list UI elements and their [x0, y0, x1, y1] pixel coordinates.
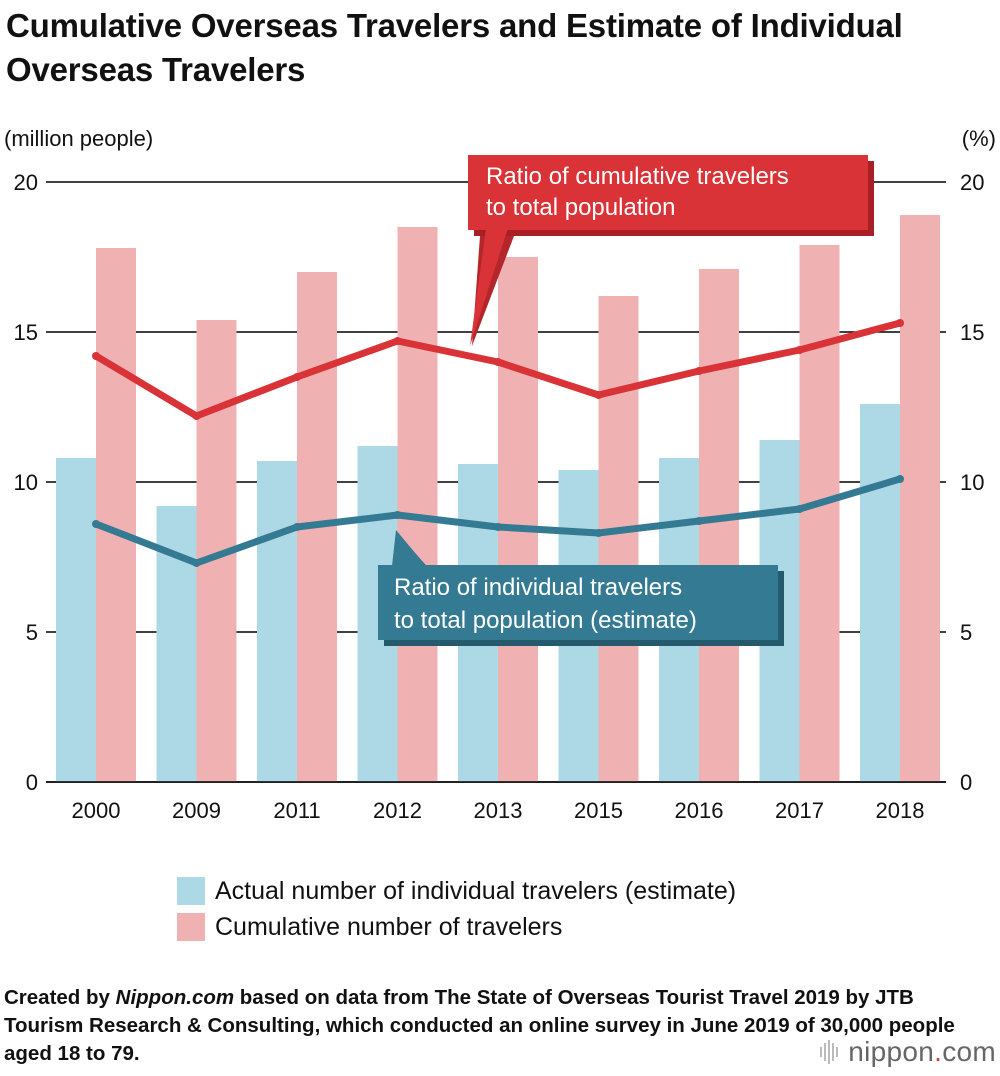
line-cumulative-ratio-point: [795, 346, 804, 354]
y-tick-left: 15: [14, 320, 38, 345]
callout-cumulative-box: [468, 155, 868, 230]
nippon-logo: nippon.com: [820, 1036, 996, 1068]
legend-swatch-cumulative: [177, 913, 205, 941]
source-note: Created by Nippon.com based on data from…: [4, 984, 994, 1068]
chart-plot: 0 5 10 15 20 0 5 10 15 20 2000 2009 2011 2012 2013 2015…: [14, 155, 984, 823]
source-prefix: Created by: [4, 986, 116, 1009]
callout-individual-line2: to total population (estimate): [394, 607, 697, 634]
bar-cumulative: [498, 257, 538, 782]
bar-cumulative: [699, 269, 739, 782]
y-tick-right: 0: [960, 770, 972, 795]
line-individual-ratio-point: [293, 523, 301, 531]
bar-cumulative: [799, 245, 840, 782]
bar-individual: [257, 461, 297, 782]
line-individual-ratio-point: [795, 505, 804, 513]
bar-individual: [860, 404, 900, 782]
bar-cumulative: [96, 248, 136, 782]
line-individual-ratio-point: [896, 475, 904, 483]
bar-cumulative: [900, 215, 940, 782]
x-tick-label: 2016: [675, 798, 724, 823]
callout-cumulative-line2: to total population: [486, 194, 675, 221]
callout-cumulative-line1: Ratio of cumulative travelers: [486, 163, 789, 190]
line-cumulative-ratio-point: [92, 352, 100, 360]
line-cumulative-ratio-point: [594, 391, 603, 399]
line-cumulative-ratio-point: [393, 337, 402, 345]
bar-cumulative: [598, 296, 639, 782]
x-tick-label: 2013: [474, 798, 523, 823]
legend-item-individual: Actual number of individual travelers (e…: [177, 873, 736, 909]
y-tick-left: 5: [26, 620, 38, 645]
logo-bars-icon: [820, 1040, 840, 1064]
y-tick-right: 15: [960, 320, 984, 345]
x-tick-label: 2009: [172, 798, 221, 823]
callout-individual-line1: Ratio of individual travelers: [394, 574, 682, 601]
source-rest: based on data from The State of Overseas…: [4, 986, 955, 1065]
legend-item-cumulative: Cumulative number of travelers: [177, 909, 736, 945]
x-tick-label: 2015: [574, 798, 623, 823]
callout-individual-box: [378, 565, 778, 640]
chart-title: Cumulative Overseas Travelers and Estima…: [6, 7, 903, 88]
y-tick-left: 0: [26, 770, 38, 795]
y-tick-right: 10: [960, 470, 984, 495]
right-axis-unit: (%): [961, 126, 996, 151]
legend-label-individual: Actual number of individual travelers (e…: [215, 876, 737, 905]
logo-text: nippon.com: [848, 1036, 996, 1067]
callout-individual-pointer: [392, 530, 426, 566]
left-axis-unit: (million people): [4, 126, 154, 151]
legend: Actual number of individual travelers (e…: [177, 873, 736, 945]
line-individual-ratio-point: [393, 511, 402, 519]
callout-cumulative-pointer: [470, 228, 508, 346]
y-tick-left: 20: [14, 170, 38, 195]
x-tick-label: 2017: [775, 798, 824, 823]
x-tick-label: 2012: [373, 798, 422, 823]
line-cumulative-ratio-point: [494, 358, 502, 366]
line-individual-ratio-point: [92, 520, 100, 528]
y-tick-left: 10: [14, 470, 38, 495]
y-tick-right: 20: [960, 170, 984, 195]
line-individual-ratio-point: [494, 523, 502, 531]
x-tick-label: 2018: [876, 798, 925, 823]
line-individual-ratio-point: [695, 517, 703, 525]
x-tick-label: 2011: [273, 798, 320, 823]
y-tick-right: 5: [960, 620, 972, 645]
bar-cumulative: [397, 227, 438, 782]
legend-swatch-individual: [177, 877, 205, 905]
source-site: Nippon.com: [115, 986, 235, 1009]
line-individual-ratio-point: [192, 559, 201, 567]
line-cumulative-ratio-point: [192, 412, 201, 420]
line-cumulative-ratio-point: [293, 373, 301, 381]
legend-label-cumulative: Cumulative number of travelers: [215, 912, 563, 941]
bar-individual: [56, 458, 96, 782]
line-cumulative-ratio-point: [896, 319, 904, 327]
line-individual-ratio-point: [594, 529, 603, 537]
x-tick-label: 2000: [72, 798, 121, 823]
line-cumulative-ratio-point: [695, 367, 703, 375]
